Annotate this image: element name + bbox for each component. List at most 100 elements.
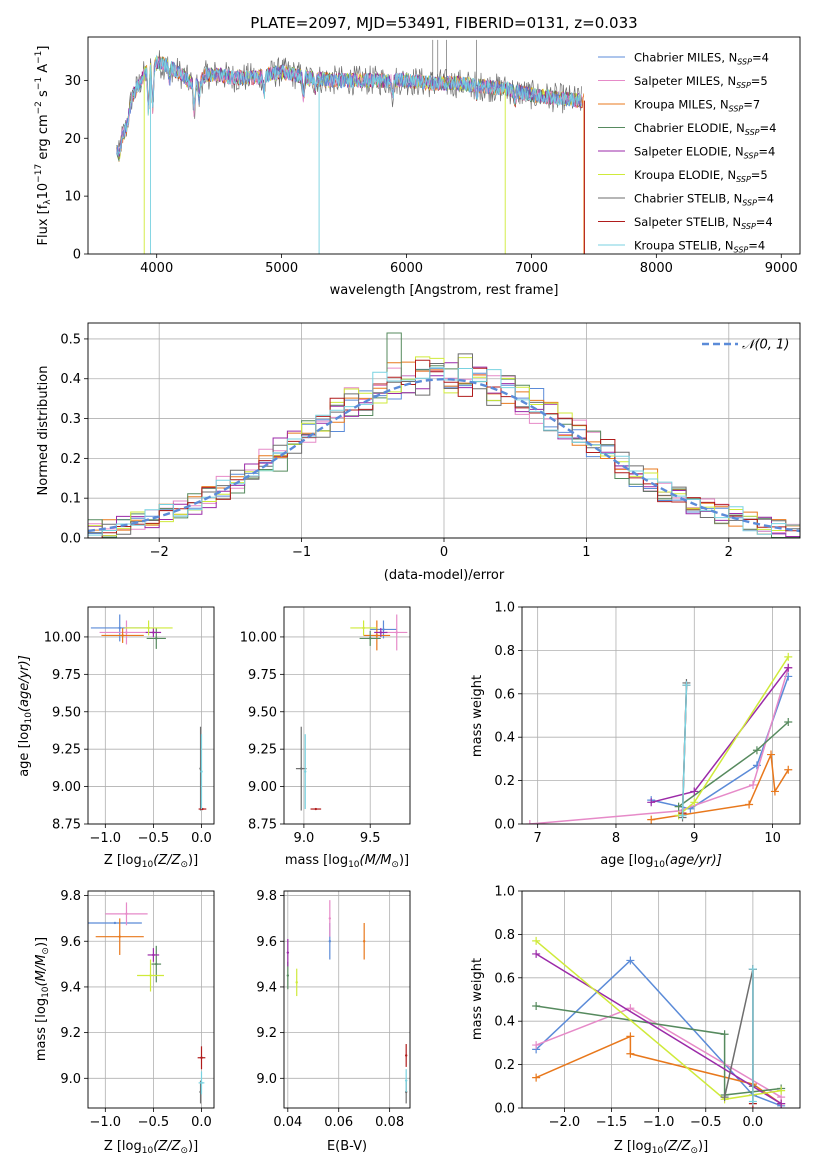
y-tick-label: 9.8 — [60, 889, 81, 904]
axes-wAge: 7 8 9 10 0.0 0.2 0.4 0.6 0.8 1.0 — [494, 601, 801, 846]
weight-Z-marker — [777, 1086, 786, 1095]
axes-mZ: −1.0 −0.5 0.0 9.0 9.2 9.4 9.6 9.8 — [60, 889, 215, 1130]
y-tick-label: 9.25 — [248, 743, 277, 758]
weight-Z-marker — [532, 936, 541, 945]
label-part: 10 — [348, 860, 360, 870]
label-part: (M/M — [34, 955, 49, 987]
x-tick-label: −2 — [150, 545, 169, 560]
age-mass-point — [362, 626, 365, 630]
label-part: (Z/Z — [153, 853, 181, 868]
chart-title: PLATE=2097, MJD=53491, FIBERID=0131, z=0… — [250, 14, 637, 32]
y-tick-label: 9.6 — [256, 935, 277, 950]
x-tick-label: 1 — [582, 545, 590, 560]
x-tick-label: 6000 — [390, 261, 423, 276]
axes-wZ: −2.0 −1.5 −1.0 −0.5 0.0 0.0 0.2 0.4 0.6 0.8 1.0 — [494, 885, 801, 1130]
label-part: 10 — [652, 1146, 664, 1156]
weight-Z-marker — [532, 949, 541, 958]
y-tick-label: 30 — [64, 74, 81, 89]
label-part: (age/yr)] — [665, 853, 722, 868]
x-axis-label: Z [log10(Z/Z⊙)] — [614, 1139, 708, 1156]
x-tick-label: −1.0 — [90, 831, 122, 846]
y-tick-label: 10.00 — [240, 630, 277, 645]
y-axis-label: mass weight — [470, 675, 485, 757]
weight-Z-marker — [777, 1099, 786, 1108]
y-tick-label: 9.00 — [52, 780, 81, 795]
age-Z-point — [118, 626, 121, 630]
label-part: SSP — [741, 222, 756, 231]
x-axis-label: Z [log10(Z/Z⊙)] — [104, 853, 198, 870]
mass-ebv-point — [286, 974, 290, 977]
mass-Z-point — [155, 962, 158, 966]
weight-age-marker — [784, 652, 793, 661]
legend-label: Chabrier MILES, NSSP=4 — [634, 51, 769, 67]
plot-area — [116, 39, 585, 254]
legend-label: Salpeter ELODIE, NSSP=4 — [634, 145, 775, 161]
label-part: ⊙ — [180, 1146, 188, 1156]
label-part: =5 — [751, 168, 768, 182]
age-Z-point — [152, 631, 155, 634]
weight-age-marker — [690, 798, 699, 807]
age-mass-point — [300, 767, 303, 770]
weight-Z-line — [535, 953, 782, 1105]
plot-area — [286, 900, 408, 1104]
label-part: −2 — [34, 101, 44, 114]
label-part: Salpeter MILES, N — [634, 74, 736, 88]
plot-area — [88, 902, 206, 1104]
weight-Z-marker — [626, 1032, 635, 1041]
label-part: =4 — [752, 51, 769, 65]
legend-label: Kroupa STELIB, NSSP=4 — [634, 239, 765, 255]
y-tick-label: 1.0 — [494, 885, 515, 900]
x-tick-label: −0.5 — [138, 831, 170, 846]
weight-age-marker — [682, 681, 691, 690]
label-part: 10 — [36, 183, 51, 200]
label-part: erg cm — [36, 114, 51, 163]
y-tick-label: 0.4 — [60, 372, 81, 387]
weight-Z-marker — [720, 1030, 729, 1039]
legend-label: Salpeter MILES, NSSP=5 — [634, 74, 768, 90]
axes-frame — [283, 606, 411, 825]
y-tick-label: 8.75 — [248, 818, 277, 833]
y-tick-label: 0.8 — [494, 928, 515, 943]
x-tick-label: 0.04 — [273, 1115, 302, 1130]
x-axis-label: Z [log10(Z/Z⊙)] — [104, 1139, 198, 1156]
y-tick-label: 9.2 — [60, 1026, 81, 1041]
label-part: SSP — [745, 128, 760, 137]
label-part: Kroupa MILES, N — [634, 98, 729, 112]
x-axis-label: mass [log10(M/M⊙)] — [285, 853, 409, 870]
y-tick-label: 9.75 — [248, 668, 277, 683]
label-part: (M/M — [360, 853, 392, 868]
label-part: A — [36, 64, 51, 77]
label-part: =5 — [751, 74, 768, 88]
label-part: Chabrier MILES, N — [634, 51, 737, 65]
mass-ebv-point — [328, 917, 332, 920]
label-part: =4 — [760, 121, 777, 135]
legend-label: Kroupa ELODIE, NSSP=5 — [634, 168, 768, 184]
spectrum-line-kroupa_stelib — [116, 54, 582, 156]
y-tick-label: 9.2 — [256, 1026, 277, 1041]
label-part: SSP — [744, 152, 759, 161]
label-part: Chabrier ELODIE, N — [634, 121, 745, 135]
label-part: mass [log — [285, 853, 348, 868]
age-Z-point — [125, 631, 128, 634]
weight-age-marker — [525, 820, 534, 824]
label-part: Salpeter STELIB, N — [634, 215, 741, 229]
weight-age-marker — [784, 718, 793, 727]
weight-Z-line — [535, 959, 782, 1107]
plot-area — [525, 652, 793, 824]
weight-age-marker — [647, 798, 656, 807]
axes-residuals: −2 −1 0 1 2 0.0 0.1 0.2 0.3 0.4 0.5 — [60, 322, 801, 560]
y-tick-label: 9.0 — [256, 1072, 277, 1087]
x-tick-label: 8000 — [640, 261, 673, 276]
y-axis-label: Normed distribution — [36, 366, 51, 496]
label-part: SSP — [736, 175, 751, 184]
axes-ageZ: −1.0 −0.5 0.0 8.75 9.00 9.25 9.50 9.75 10.00 — [44, 606, 215, 846]
label-part: =4 — [758, 145, 775, 159]
y-tick-label: 0.0 — [494, 818, 515, 833]
label-part: s — [36, 90, 51, 101]
label-part: ⊙ — [41, 947, 51, 955]
x-tick-label: 9000 — [765, 261, 798, 276]
y-tick-label: 10.00 — [44, 630, 81, 645]
x-tick-label: 7 — [534, 831, 542, 846]
